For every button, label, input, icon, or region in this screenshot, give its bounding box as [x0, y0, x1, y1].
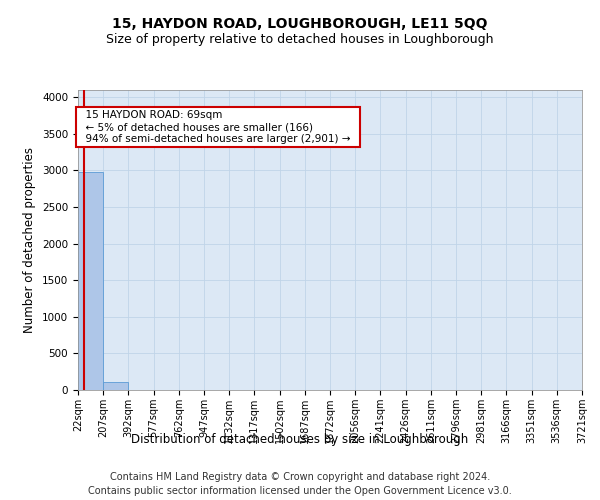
Text: 15 HAYDON ROAD: 69sqm
  ← 5% of detached houses are smaller (166)
  94% of semi-: 15 HAYDON ROAD: 69sqm ← 5% of detached h…: [79, 110, 356, 144]
Text: Size of property relative to detached houses in Loughborough: Size of property relative to detached ho…: [106, 32, 494, 46]
Y-axis label: Number of detached properties: Number of detached properties: [23, 147, 37, 333]
Bar: [78, 172, 103, 390]
Text: 15, HAYDON ROAD, LOUGHBOROUGH, LE11 5QQ: 15, HAYDON ROAD, LOUGHBOROUGH, LE11 5QQ: [112, 18, 488, 32]
Text: Contains HM Land Registry data © Crown copyright and database right 2024.: Contains HM Land Registry data © Crown c…: [110, 472, 490, 482]
Text: Distribution of detached houses by size in Loughborough: Distribution of detached houses by size …: [131, 432, 469, 446]
Bar: [103, 382, 128, 390]
Text: Contains public sector information licensed under the Open Government Licence v3: Contains public sector information licen…: [88, 486, 512, 496]
